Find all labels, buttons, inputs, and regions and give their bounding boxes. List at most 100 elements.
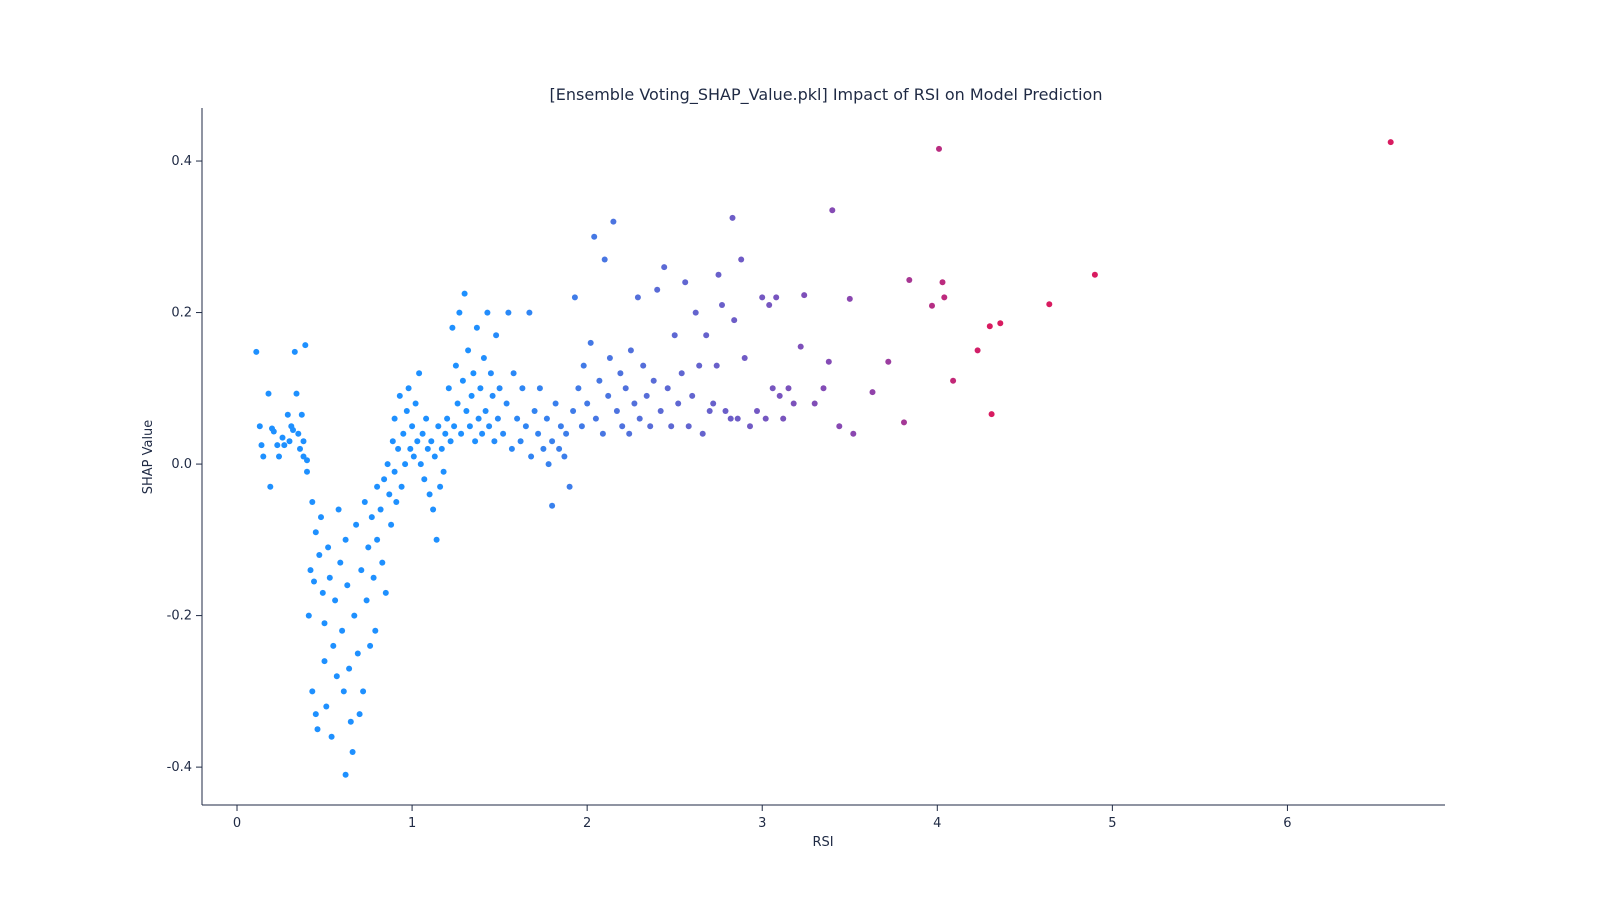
data-point [311,578,317,585]
chart-title: [Ensemble Voting_SHAP_Value.pkl] Impact … [550,85,1103,105]
data-point [549,438,556,445]
data-point [330,642,337,649]
data-point [421,476,428,483]
x-axis-ticks: 0 1 2 3 4 5 6 [233,805,1292,831]
data-point [738,256,745,263]
data-point [869,389,876,396]
data-point [941,294,948,301]
data-point [820,385,827,392]
data-point [414,438,421,445]
data-point [486,423,493,430]
data-point [433,536,440,543]
data-point [706,408,713,414]
data-point [410,453,417,460]
data-point [592,415,599,422]
data-point [517,438,524,445]
data-point [347,718,354,725]
data-point [258,442,265,449]
data-point [769,385,776,392]
data-point [381,476,388,483]
data-point [284,411,291,418]
data-point [321,620,328,627]
data-point [407,445,414,452]
data-point [936,145,942,152]
data-point [552,400,559,407]
data-point [901,419,907,426]
data-point [451,423,458,430]
data-point [906,277,913,283]
data-point [836,423,843,430]
data-point [850,430,857,437]
data-point [584,400,591,407]
data-point [384,461,391,468]
data-point [606,355,613,361]
data-point [734,415,741,422]
data-point [636,415,643,422]
data-point [344,582,351,589]
data-point [626,430,633,437]
data-point [605,392,612,399]
data-point [379,559,386,566]
data-point [480,355,487,361]
data-point [545,461,552,468]
data-point [337,559,344,566]
data-point [974,347,981,354]
data-point [398,483,405,490]
data-point [417,461,424,468]
data-point [563,430,570,437]
data-point [374,536,381,543]
data-point [304,457,310,464]
y-tick-label: 0.4 [171,154,192,169]
data-point [950,377,957,384]
data-point [692,309,699,316]
data-point [543,415,550,422]
data-point [729,214,736,221]
data-point [461,290,468,297]
data-point [640,362,647,369]
x-tick-label: 6 [1283,816,1291,831]
data-point [682,279,689,286]
data-point [741,355,748,361]
data-point [470,370,477,377]
data-point [661,264,668,271]
data-point [305,612,312,619]
data-point [435,423,442,430]
data-point [291,348,298,355]
data-point [438,445,445,452]
data-point [479,430,486,437]
y-tick-label: 0.2 [171,306,192,321]
data-point [587,339,594,346]
data-point [286,438,293,445]
x-tick-label: 1 [408,816,416,831]
data-point [326,574,333,581]
data-point [580,362,587,369]
data-point [727,415,734,422]
data-point [358,567,365,574]
data-point [664,385,671,392]
data-point [668,423,675,430]
data-point [528,453,535,460]
data-point [549,502,556,509]
y-tick-label: -0.2 [167,609,192,624]
data-point [619,423,626,430]
data-point [279,434,286,441]
data-point [986,323,993,330]
data-point [290,427,296,433]
data-point [654,286,661,293]
data-point [447,438,454,445]
data-point [473,324,480,331]
data-point [365,544,372,551]
data-point [715,271,722,278]
data-point [1091,271,1098,278]
data-point [430,506,437,513]
data-point [403,408,410,414]
data-point [333,673,340,680]
data-point [465,347,472,354]
x-tick-label: 2 [583,816,591,831]
data-point [312,711,319,718]
data-point [929,302,935,309]
data-point [332,597,339,604]
data-point [997,320,1004,327]
data-point [431,453,438,460]
data-point [321,658,328,665]
